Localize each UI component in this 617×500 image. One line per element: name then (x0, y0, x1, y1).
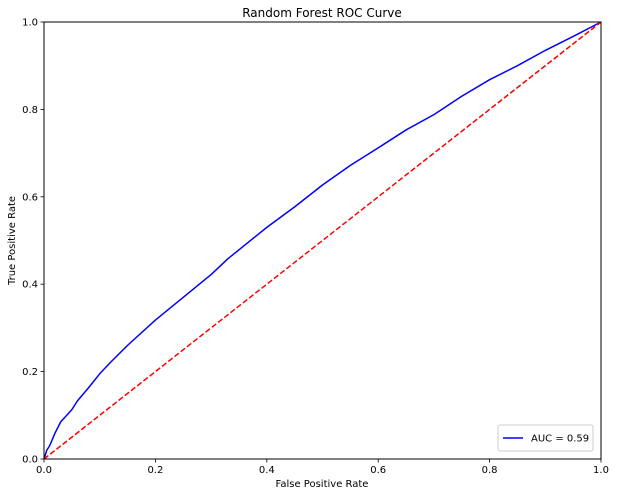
y-axis-label: True Positive Rate (7, 196, 18, 286)
x-tick-label: 0.6 (370, 465, 386, 476)
y-tick-label: 0.4 (22, 280, 38, 291)
y-tick-label: 0.8 (22, 105, 38, 116)
y-tick-label: 1.0 (22, 18, 38, 29)
chart-title: Random Forest ROC Curve (242, 6, 402, 20)
chance-diagonal-line (43, 21, 602, 460)
y-tick-label: 0.2 (22, 367, 38, 378)
y-tick-label: 0.6 (22, 192, 38, 203)
y-tick-label: 0.0 (22, 455, 38, 466)
legend-label: AUC = 0.59 (531, 434, 589, 445)
x-tick-label: 0.0 (36, 465, 52, 476)
plot-area: 0.0 0.2 0.4 0.6 0.8 1.0 0.0 0.2 0.4 0.6 0.8 1.0 AUC … (22, 18, 609, 477)
x-tick-label: 1.0 (593, 465, 609, 476)
x-tick-label: 0.4 (259, 465, 275, 476)
legend-box (497, 424, 594, 452)
x-tick-label: 0.8 (482, 465, 498, 476)
x-axis-label: False Positive Rate (276, 479, 369, 490)
x-tick-label: 0.2 (147, 465, 163, 476)
roc-curve-line (43, 21, 602, 460)
axes-frame (43, 21, 602, 460)
